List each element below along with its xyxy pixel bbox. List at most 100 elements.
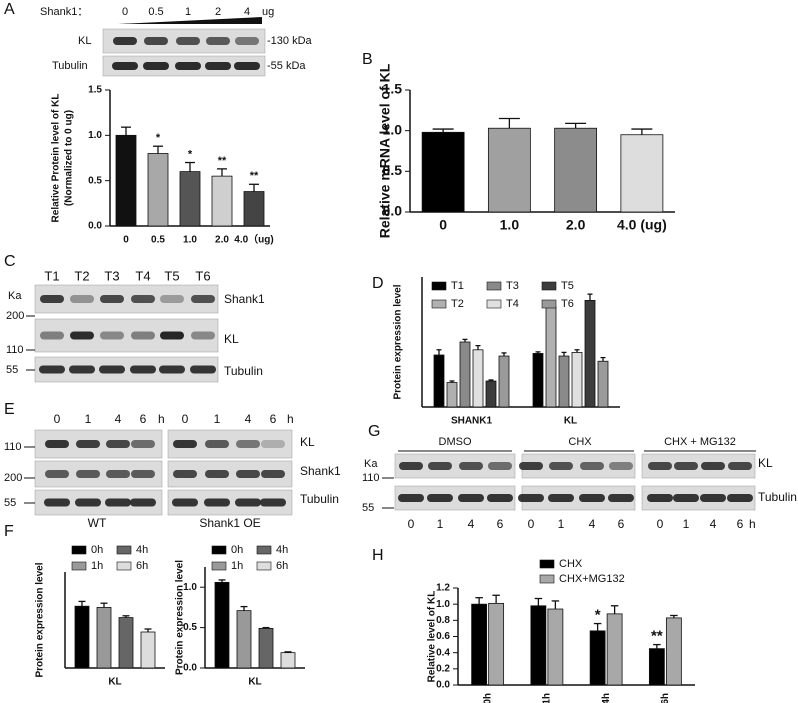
blot-band xyxy=(99,365,125,374)
bar xyxy=(236,610,252,669)
bar xyxy=(488,602,505,686)
unit-label: h xyxy=(287,412,294,426)
x-tick-label: 0 xyxy=(439,217,447,233)
blot-band xyxy=(701,462,725,470)
blot-band xyxy=(176,37,200,45)
marker-label: 110 xyxy=(4,441,22,453)
blot-band xyxy=(205,62,231,70)
bar xyxy=(571,351,583,408)
size-label: -130 kDa xyxy=(267,35,313,47)
legend-label: 4h xyxy=(276,544,288,556)
blot-band xyxy=(113,37,137,45)
blot-band xyxy=(131,331,155,340)
legend-label: T6 xyxy=(561,298,574,310)
x-tick-label: 0h xyxy=(482,693,493,703)
bar xyxy=(471,603,488,686)
legend-label: T4 xyxy=(506,298,519,310)
blot-band xyxy=(647,494,673,502)
legend-label: 6h xyxy=(136,560,148,572)
bar xyxy=(547,608,564,686)
time-label: 4 xyxy=(115,412,122,426)
bar xyxy=(459,341,471,408)
legend-swatch xyxy=(541,299,557,309)
chart: Protein expression level SHANK1 KL T1 T2 T3 T4… xyxy=(393,277,620,427)
y-tick-label: 0.5 xyxy=(88,175,102,186)
y-tick-label: 1.0 xyxy=(183,582,197,593)
blot-strip xyxy=(34,318,219,353)
time-label: 0 xyxy=(657,517,664,531)
blot-band xyxy=(159,365,185,374)
legend-label: T1 xyxy=(451,280,464,292)
time-label: 0 xyxy=(182,412,189,426)
bar xyxy=(147,153,169,227)
blot-band xyxy=(580,462,604,470)
blot-band xyxy=(106,470,130,478)
significance: ** xyxy=(218,155,227,167)
time-label: 6 xyxy=(270,412,277,426)
panel-letter: H xyxy=(372,547,384,564)
y-tick-label: 1.2 xyxy=(436,583,450,594)
blot-band xyxy=(45,440,69,448)
bar xyxy=(472,349,484,408)
marker-label: 55 xyxy=(6,364,18,376)
size-label: -55 kDa xyxy=(267,60,306,72)
bar xyxy=(74,605,90,669)
blot-band xyxy=(261,440,285,448)
blot-band xyxy=(236,440,260,448)
x-tick-label: 4.0 (ug) xyxy=(617,217,667,233)
y-tick-label: 0.0 xyxy=(183,663,197,674)
blot-band xyxy=(172,498,198,507)
bar xyxy=(214,581,230,669)
legend-swatch xyxy=(211,561,227,571)
bar xyxy=(584,299,596,408)
x-tick-label: KL xyxy=(564,416,577,427)
legend-swatch xyxy=(431,281,447,291)
blot-strip xyxy=(34,356,219,383)
blot-band xyxy=(143,62,169,70)
y-axis-label: Protein expression level xyxy=(393,284,404,399)
y-axis-label: (Normalized to 0 ug) xyxy=(64,110,75,206)
legend-label: 0h xyxy=(231,544,243,556)
time-label: 1 xyxy=(437,517,444,531)
blot-band xyxy=(700,494,726,502)
blot-band xyxy=(191,295,215,303)
chart: Protein expression level KL 0h 1h 4h 6h xyxy=(35,544,165,688)
bar xyxy=(485,380,497,408)
bar xyxy=(589,630,606,686)
legend-swatch xyxy=(431,299,447,309)
marker-label: 200 xyxy=(4,472,22,484)
blot-band xyxy=(39,365,65,374)
x-tick-label: 4h xyxy=(601,693,612,703)
legend-swatch xyxy=(256,545,272,555)
legend-swatch xyxy=(486,281,502,291)
marker-unit: Ka xyxy=(8,290,22,302)
blot-band xyxy=(549,462,573,470)
panel-letter: E xyxy=(4,401,15,418)
bar xyxy=(433,354,445,408)
dose-label: 0.5 xyxy=(148,6,163,18)
bar xyxy=(665,617,682,686)
blot-band xyxy=(131,440,155,448)
y-axis-label: Protein expression level xyxy=(175,560,186,675)
blot-band xyxy=(105,498,131,507)
time-label: 4 xyxy=(245,412,252,426)
row-label: Tubulin xyxy=(758,490,797,504)
dose-label: 2 xyxy=(215,6,221,18)
panel-letter: C xyxy=(4,253,16,270)
bar xyxy=(118,617,134,669)
blot-band xyxy=(100,295,124,303)
blot-band xyxy=(236,470,260,478)
y-tick-label: 0.0 xyxy=(383,203,403,219)
row-label: Shank1 xyxy=(300,464,341,478)
time-label: 6 xyxy=(497,517,504,531)
blot-band xyxy=(234,62,260,70)
x-tick-label: SHANK1 xyxy=(451,416,493,427)
time-label: 1 xyxy=(85,412,92,426)
blot-band xyxy=(191,331,215,340)
blot-band xyxy=(399,462,423,470)
lane-label: T1 xyxy=(44,268,59,283)
bar xyxy=(558,355,570,408)
unit-label: h xyxy=(158,412,165,426)
blot-band xyxy=(459,462,483,470)
